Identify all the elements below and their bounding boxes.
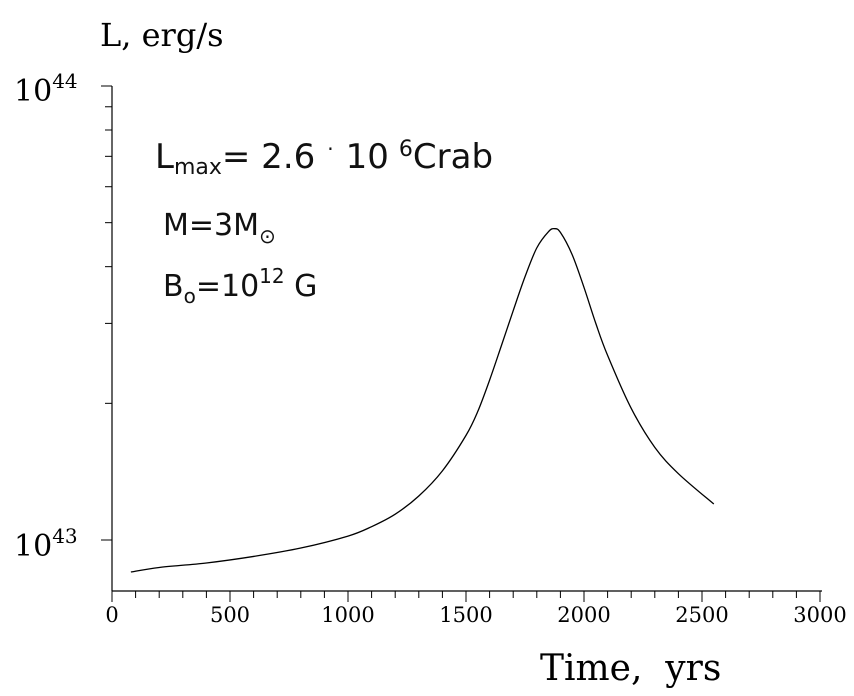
x-tick-label: 1500: [439, 603, 492, 627]
x-tick-label: 2000: [557, 603, 610, 627]
luminosity-curve: [130, 227, 715, 573]
y-tick-label-1e44: 1044: [14, 69, 78, 109]
bfield-annotation: Bo=1012 G: [163, 264, 317, 308]
x-tick-label: 3000: [793, 603, 846, 627]
x-tick-label: 0: [105, 603, 118, 627]
x-tick-marks: [111, 591, 821, 602]
x-tick-label: 1000: [321, 603, 374, 627]
x-axis-label: Time, yrs: [540, 648, 721, 689]
y-axis-label: L, erg/s: [100, 16, 224, 54]
y-tick-marks: [101, 85, 112, 541]
mass-annotation: M=3M⊙: [163, 208, 276, 248]
x-tick-labels: 0 500 1000 1500 2000 2500 3000: [105, 603, 846, 627]
y-tick-label-1e43: 1043: [14, 524, 78, 564]
x-tick-label: 2500: [675, 603, 728, 627]
x-tick-label: 500: [210, 603, 250, 627]
lmax-annotation: Lmax= 2.6 · 10 6Crab: [155, 137, 493, 180]
